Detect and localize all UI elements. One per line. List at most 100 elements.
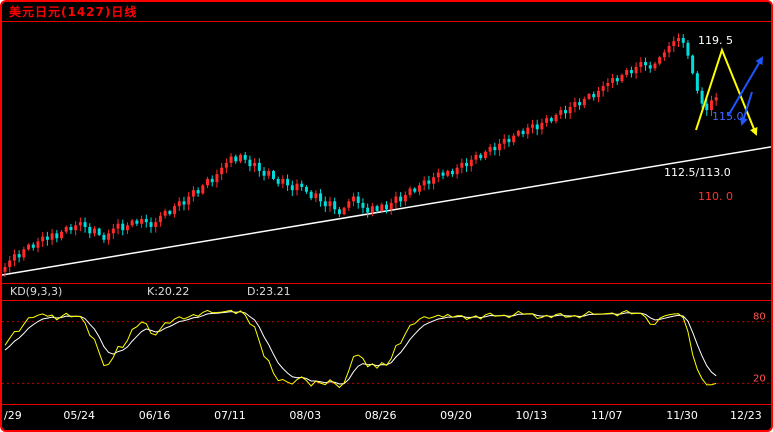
candle-body bbox=[276, 178, 280, 184]
candle-body bbox=[140, 218, 144, 224]
candle-body bbox=[144, 218, 148, 223]
candle-body bbox=[469, 159, 473, 167]
price-annotation: 115.0 bbox=[712, 110, 744, 123]
candle-body bbox=[446, 170, 450, 176]
candle-body bbox=[36, 241, 40, 248]
candle-body bbox=[69, 226, 73, 231]
candle-body bbox=[488, 146, 492, 152]
kd-chart-area[interactable]: 80 20 bbox=[2, 301, 771, 405]
candle-body bbox=[191, 190, 195, 197]
candle-body bbox=[507, 138, 511, 143]
candle-body bbox=[403, 194, 407, 202]
candle-body bbox=[653, 63, 657, 69]
candle-body bbox=[31, 244, 35, 248]
candle-body bbox=[130, 220, 134, 226]
candle-body bbox=[535, 124, 539, 130]
candle-body bbox=[686, 42, 690, 56]
candle-body bbox=[319, 193, 323, 202]
candle-body bbox=[568, 106, 572, 114]
candle-body bbox=[658, 57, 662, 64]
candlestick-chart: 119. 5 115.0 112.5/113.0 110. 0 bbox=[2, 33, 771, 277]
candle-body bbox=[182, 201, 186, 205]
candle-body bbox=[450, 170, 454, 175]
candle-body bbox=[8, 260, 12, 267]
candle-body bbox=[432, 177, 436, 184]
candle-body bbox=[97, 228, 101, 235]
candle-body bbox=[662, 52, 666, 58]
candle-body bbox=[262, 170, 266, 176]
candle-body bbox=[328, 201, 332, 207]
candle-body bbox=[667, 46, 671, 53]
kd-gridline-label: 20 bbox=[753, 373, 766, 384]
candle-body bbox=[290, 185, 294, 191]
candle-body bbox=[620, 74, 624, 82]
price-annotation: 119. 5 bbox=[698, 34, 733, 47]
title-bar: 美元日元(1427)日线 bbox=[2, 2, 771, 22]
candle-body bbox=[337, 209, 341, 215]
candle-body bbox=[347, 201, 351, 208]
main-chart-area[interactable]: 119. 5 115.0 112.5/113.0 110. 0 bbox=[2, 22, 771, 284]
candle-body bbox=[474, 154, 478, 160]
candle-body bbox=[210, 178, 214, 183]
candle-body bbox=[45, 236, 49, 240]
candle-body bbox=[441, 172, 445, 176]
candle-body bbox=[215, 174, 219, 183]
chart-title: 美元日元(1427)日线 bbox=[9, 5, 138, 19]
candle-body bbox=[300, 183, 304, 187]
candle-body bbox=[417, 185, 421, 192]
candle-body bbox=[74, 225, 78, 231]
price-annotation: 110. 0 bbox=[698, 190, 733, 203]
candle-body bbox=[314, 193, 318, 199]
candle-body bbox=[427, 180, 431, 184]
candle-body bbox=[648, 65, 652, 69]
candle-body bbox=[549, 118, 553, 122]
candle-body bbox=[281, 178, 285, 184]
candle-body bbox=[107, 233, 111, 240]
candle-body bbox=[436, 172, 440, 178]
candle-body bbox=[479, 154, 483, 159]
candle-body bbox=[12, 254, 16, 261]
x-axis-label: 06/16 bbox=[138, 409, 171, 422]
candle-body bbox=[644, 62, 648, 66]
candle-body bbox=[257, 162, 261, 171]
candle-body bbox=[705, 103, 709, 111]
candle-body bbox=[64, 226, 68, 232]
candle-body bbox=[121, 223, 125, 231]
candle-body bbox=[234, 156, 238, 162]
x-axis-label: 08/03 bbox=[289, 409, 322, 422]
candle-body bbox=[709, 100, 713, 111]
candle-body bbox=[465, 162, 469, 167]
candle-body bbox=[592, 94, 596, 98]
candle-body bbox=[625, 70, 629, 75]
k-value-label: K:20.22 bbox=[147, 285, 190, 298]
forecast-arrow bbox=[727, 56, 764, 117]
candle-body bbox=[116, 223, 120, 229]
candle-body bbox=[375, 206, 379, 211]
candle-body bbox=[304, 186, 308, 192]
candle-body bbox=[83, 222, 87, 227]
x-axis-label: 07/11 bbox=[214, 409, 246, 422]
candle-body bbox=[92, 228, 96, 234]
candle-body bbox=[483, 151, 487, 159]
candle-body bbox=[455, 167, 459, 175]
candle-body bbox=[78, 222, 82, 226]
candle-body bbox=[672, 41, 676, 47]
candle-body bbox=[498, 143, 502, 151]
candle-body bbox=[460, 162, 464, 168]
candle-body bbox=[559, 110, 563, 115]
candle-body bbox=[158, 215, 162, 223]
candle-body bbox=[394, 196, 398, 203]
candle-body bbox=[545, 118, 549, 123]
forecast-arrow bbox=[739, 91, 753, 126]
candle-body bbox=[149, 222, 153, 227]
candle-body bbox=[389, 202, 393, 210]
candle-body bbox=[173, 206, 177, 215]
d-value-label: D:23.21 bbox=[247, 285, 291, 298]
candle-body bbox=[323, 201, 327, 207]
candle-body bbox=[596, 90, 600, 98]
candle-body bbox=[385, 204, 388, 210]
candle-body bbox=[677, 38, 681, 42]
candle-body bbox=[267, 170, 271, 176]
candle-body bbox=[526, 127, 530, 135]
candle-body bbox=[352, 196, 356, 202]
